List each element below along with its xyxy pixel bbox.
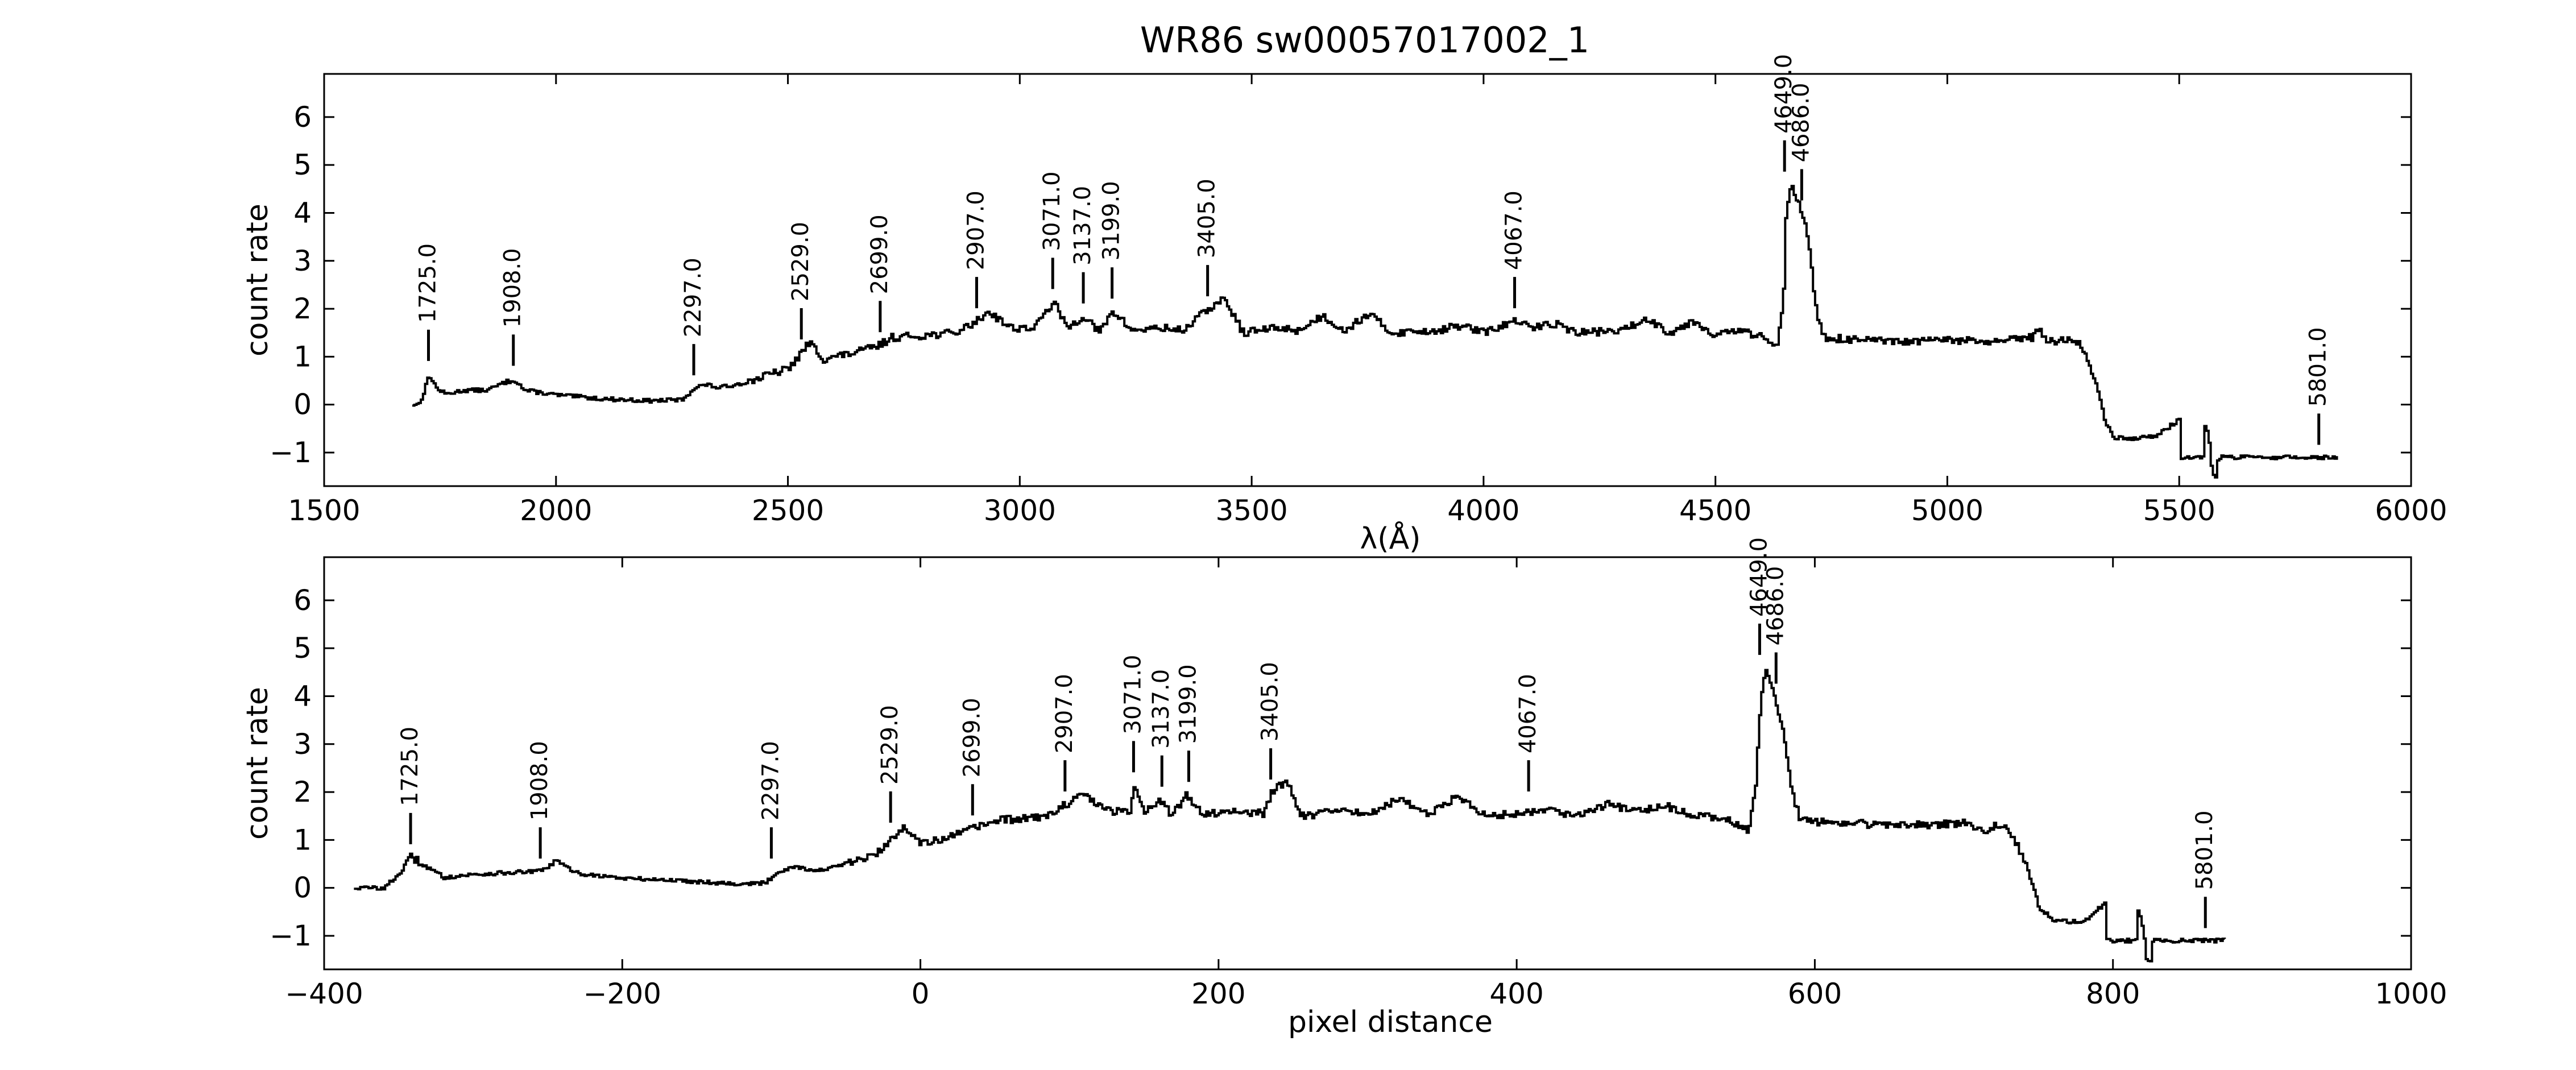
x-tick-label: 6000 <box>2375 494 2447 527</box>
x-tick-label: 1000 <box>2375 977 2447 1010</box>
line-marker-label: 4686.0 <box>1788 83 1814 163</box>
line-marker-label: 3405.0 <box>1257 662 1283 741</box>
plot-frame <box>323 556 2412 971</box>
top-panel: 1500 2000 2500 3000 3500 4000 4500 5000 5500 6000… <box>241 54 2447 556</box>
figure-title: WR86 sw00057017002_1 <box>1140 19 1589 61</box>
line-marker-label: 1908.0 <box>500 248 526 327</box>
line-marker-label: 4649.0 <box>1771 54 1797 134</box>
x-tick-label: 1500 <box>288 494 360 527</box>
x-tick-label: 4500 <box>1679 494 1751 527</box>
line-marker-label: 3071.0 <box>1120 654 1146 734</box>
bottom-panel: −400 −200 0 200 400 600 800 1000 −1 0 1 2 3 4 5 6 pixel … <box>241 537 2447 1039</box>
y-tick-label: 4 <box>293 679 312 712</box>
y-tick-label: 3 <box>293 728 312 761</box>
y-tick-label: 1 <box>293 340 312 373</box>
x-tick-label: 800 <box>2086 977 2140 1010</box>
line-marker-label: 3071.0 <box>1039 171 1065 251</box>
x-tick-label: 2500 <box>752 494 824 527</box>
y-tick-label: 6 <box>293 101 312 134</box>
line-marker-label: 2297.0 <box>680 258 706 337</box>
line-marker-label: 1908.0 <box>527 741 553 820</box>
line-marker-label: 1725.0 <box>415 243 441 323</box>
line-marker-label: 2699.0 <box>867 214 893 294</box>
x-tick-label: 5500 <box>2143 494 2215 527</box>
x-axis-label: λ(Å) <box>1360 521 1421 556</box>
line-marker-label: 1725.0 <box>397 727 423 806</box>
x-tick-label: −200 <box>583 977 661 1010</box>
x-tick-label: 3500 <box>1215 494 1287 527</box>
y-tick-label: 2 <box>293 775 312 808</box>
line-marker-label: 2699.0 <box>959 698 985 777</box>
y-tick-label: 1 <box>293 823 312 856</box>
x-tick-label: 3000 <box>984 494 1056 527</box>
x-tick-label: 400 <box>1489 977 1543 1010</box>
line-marker-label: 5801.0 <box>2305 327 2331 407</box>
spectrum-line <box>354 669 2226 963</box>
line-marker-label: 2529.0 <box>788 222 814 301</box>
spectrum-line <box>412 185 2338 479</box>
y-tick-label: 0 <box>293 872 312 905</box>
line-marker-label: 4686.0 <box>1762 566 1788 646</box>
line-marker-label: 4067.0 <box>1501 190 1527 270</box>
y-tick-label: 0 <box>293 388 312 421</box>
x-tick-label: 5000 <box>1911 494 1983 527</box>
y-tick-label: 2 <box>293 292 312 325</box>
y-tick-label: 5 <box>293 632 312 665</box>
line-marker-label: 3199.0 <box>1099 181 1125 260</box>
y-tick-label: 3 <box>293 244 312 277</box>
y-tick-label: 5 <box>293 148 312 181</box>
y-axis-label: count rate <box>241 204 275 356</box>
plot-frame <box>323 73 2412 487</box>
y-tick-label: −1 <box>270 919 312 952</box>
line-marker-label: 2907.0 <box>1051 674 1078 753</box>
line-marker-label: 4067.0 <box>1515 674 1541 753</box>
line-marker-label: 2907.0 <box>963 190 989 270</box>
line-marker-label: 3137.0 <box>1070 186 1096 266</box>
line-marker-label: 3137.0 <box>1148 669 1174 749</box>
x-axis-label: pixel distance <box>1288 1005 1493 1039</box>
x-tick-label: 4000 <box>1447 494 1519 527</box>
x-tick-label: 2000 <box>520 494 592 527</box>
line-marker-label: 4649.0 <box>1746 537 1772 617</box>
y-axis-label: count rate <box>241 687 275 840</box>
line-marker-label: 2529.0 <box>877 705 903 785</box>
x-tick-label: −400 <box>285 977 363 1010</box>
line-marker-label: 5801.0 <box>2192 810 2218 890</box>
x-tick-label: 200 <box>1191 977 1245 1010</box>
x-tick-label: 0 <box>912 977 930 1010</box>
y-tick-label: 6 <box>293 584 312 617</box>
line-marker-label: 3405.0 <box>1194 179 1220 258</box>
x-tick-label: 600 <box>1788 977 1842 1010</box>
line-marker-label: 2297.0 <box>757 741 784 820</box>
y-tick-label: 4 <box>293 196 312 229</box>
line-marker-label: 3199.0 <box>1175 664 1201 744</box>
y-tick-label: −1 <box>270 436 312 469</box>
